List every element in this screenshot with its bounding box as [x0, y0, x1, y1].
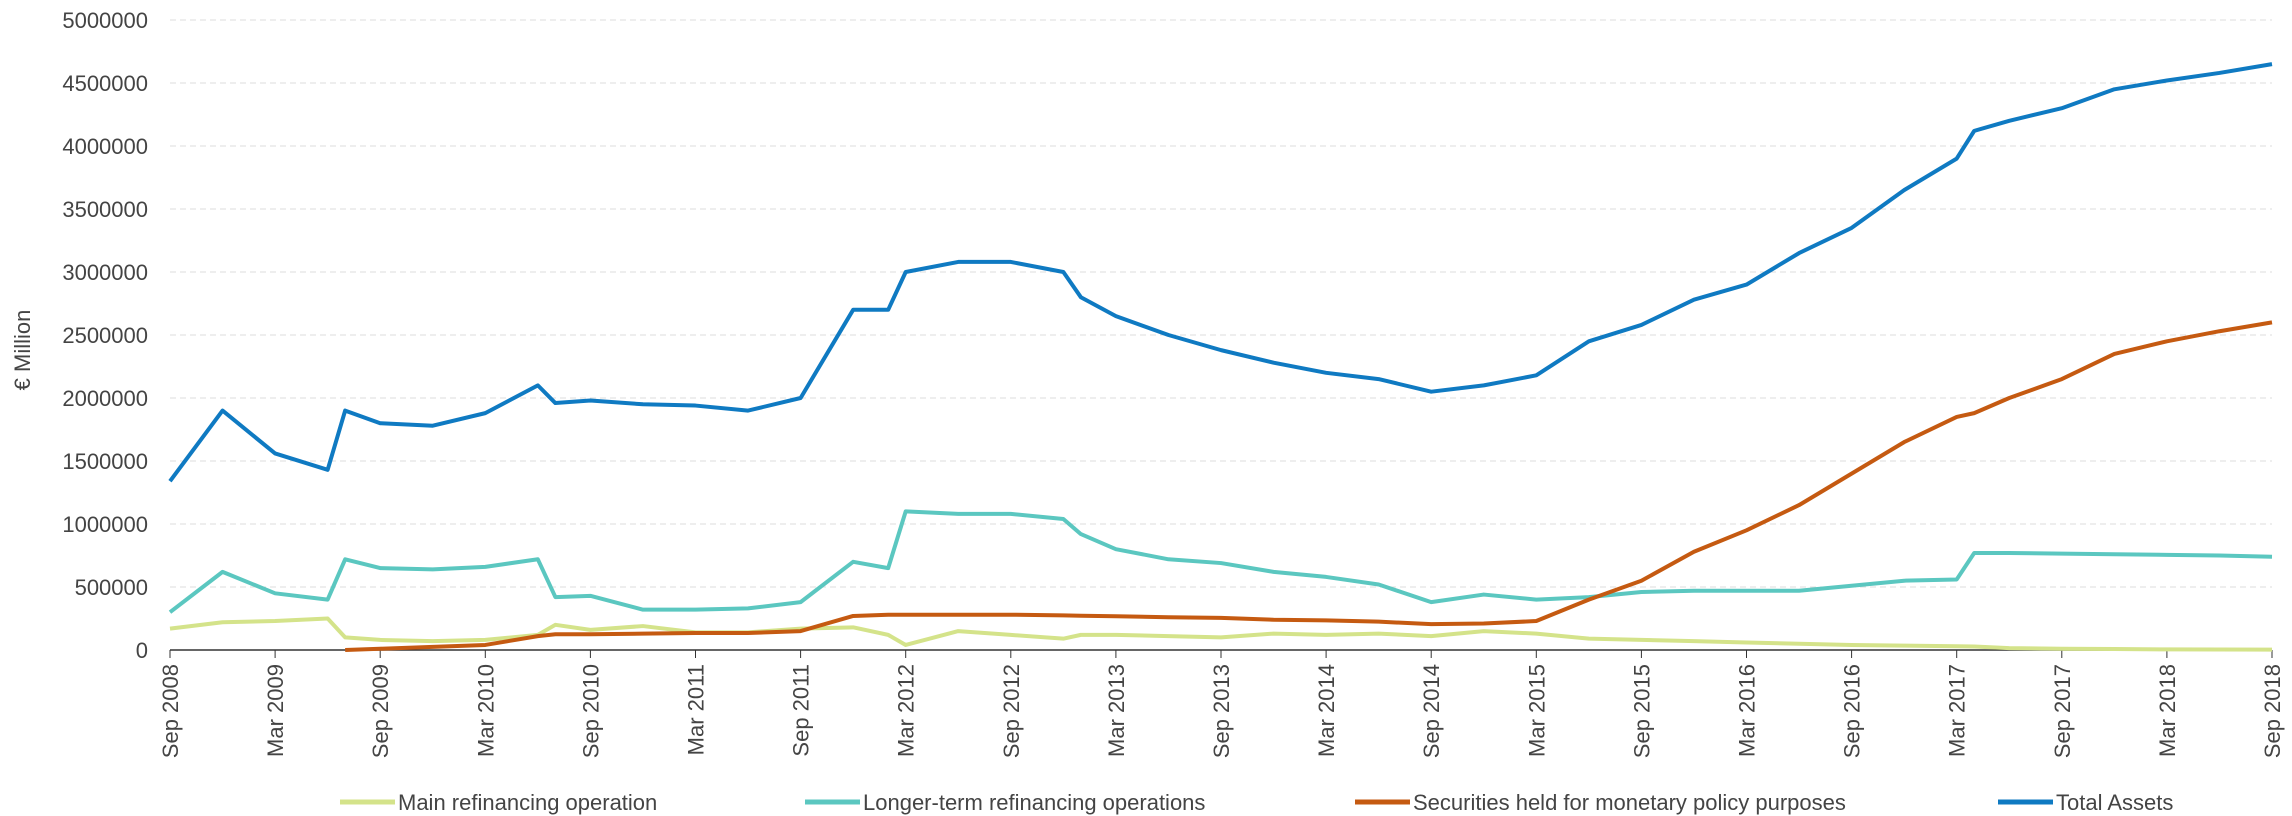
x-tick-label: Mar 2012 — [894, 664, 919, 757]
y-tick-label: 3000000 — [62, 260, 148, 285]
x-tick-label: Mar 2009 — [263, 664, 288, 757]
y-tick-label: 4000000 — [62, 134, 148, 159]
y-tick-label: 1500000 — [62, 449, 148, 474]
x-tick-label: Mar 2014 — [1314, 664, 1339, 757]
y-tick-label: 0 — [136, 638, 148, 663]
y-tick-label: 4500000 — [62, 71, 148, 96]
y-tick-label: 2000000 — [62, 386, 148, 411]
x-tick-label: Mar 2016 — [1735, 664, 1760, 757]
y-tick-label: 5000000 — [62, 8, 148, 33]
x-tick-label: Mar 2013 — [1104, 664, 1129, 757]
series-line — [345, 320, 2273, 652]
legend-label: Total Assets — [2056, 790, 2173, 815]
x-tick-label: Sep 2008 — [158, 664, 183, 758]
y-tick-label: 1000000 — [62, 512, 148, 537]
legend-label: Main refinancing operation — [398, 790, 657, 815]
x-tick-label: Mar 2018 — [2155, 664, 2180, 757]
x-tick-label: Sep 2011 — [789, 664, 814, 757]
y-tick-label: 2500000 — [62, 323, 148, 348]
x-tick-label: Mar 2011 — [684, 664, 709, 755]
x-tick-label: Sep 2010 — [578, 664, 603, 758]
x-tick-label: Sep 2009 — [368, 664, 393, 758]
x-tick-label: Sep 2013 — [1209, 664, 1234, 758]
series-line — [169, 616, 2273, 652]
y-axis-label: € Million — [10, 310, 35, 391]
legend-label: Securities held for monetary policy purp… — [1413, 790, 1846, 815]
x-tick-label: Sep 2017 — [2050, 664, 2075, 758]
legend-label: Longer-term refinancing operations — [863, 790, 1205, 815]
y-tick-label: 500000 — [75, 575, 148, 600]
x-tick-label: Mar 2010 — [473, 664, 498, 757]
series-line — [168, 62, 2273, 483]
x-tick-label: Sep 2015 — [1629, 664, 1654, 758]
x-tick-label: Sep 2016 — [1840, 664, 1865, 758]
x-tick-label: Mar 2015 — [1524, 664, 1549, 757]
x-tick-label: Mar 2017 — [1945, 664, 1970, 757]
y-tick-label: 3500000 — [62, 197, 148, 222]
x-tick-label: Sep 2014 — [1419, 664, 1444, 758]
series-line — [168, 509, 2273, 614]
x-tick-label: Sep 2018 — [2260, 664, 2285, 758]
x-tick-label: Sep 2012 — [999, 664, 1024, 758]
